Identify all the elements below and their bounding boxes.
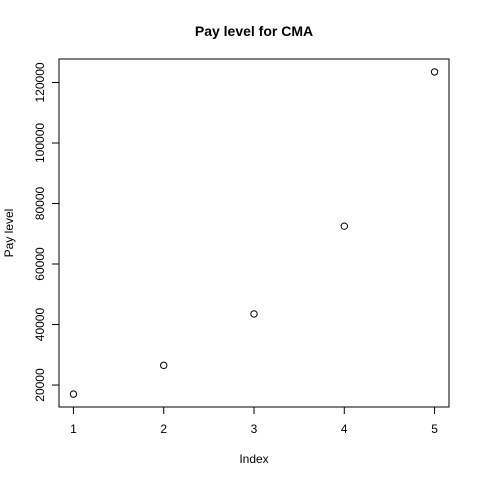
x-tick-label: 5	[431, 422, 438, 436]
y-axis-label: Pay level	[2, 209, 16, 258]
data-points	[69, 68, 439, 398]
y-tick-label: 40000	[33, 308, 47, 342]
x-axis-label: Index	[239, 452, 268, 466]
x-tick-label: 4	[341, 422, 348, 436]
chart-title: Pay level for CMA	[195, 23, 313, 39]
x-axis: 1 2 3 4 5	[70, 406, 438, 436]
y-tick-label: 120000	[33, 62, 47, 102]
data-point	[430, 68, 439, 76]
y-tick-label: 80000	[33, 186, 47, 220]
x-tick-label: 2	[160, 422, 167, 436]
y-tick-label: 60000	[33, 247, 47, 281]
y-tick-label: 100000	[33, 123, 47, 163]
x-tick-label: 3	[251, 422, 258, 436]
data-point	[69, 390, 78, 398]
y-axis: 20000 40000 60000 80000 100000 120000	[33, 62, 60, 402]
plot-frame	[58, 58, 450, 408]
x-tick-label: 1	[70, 422, 77, 436]
y-tick-label: 20000	[33, 368, 47, 402]
data-point	[250, 310, 258, 318]
data-point	[160, 361, 168, 370]
data-point	[340, 222, 348, 230]
